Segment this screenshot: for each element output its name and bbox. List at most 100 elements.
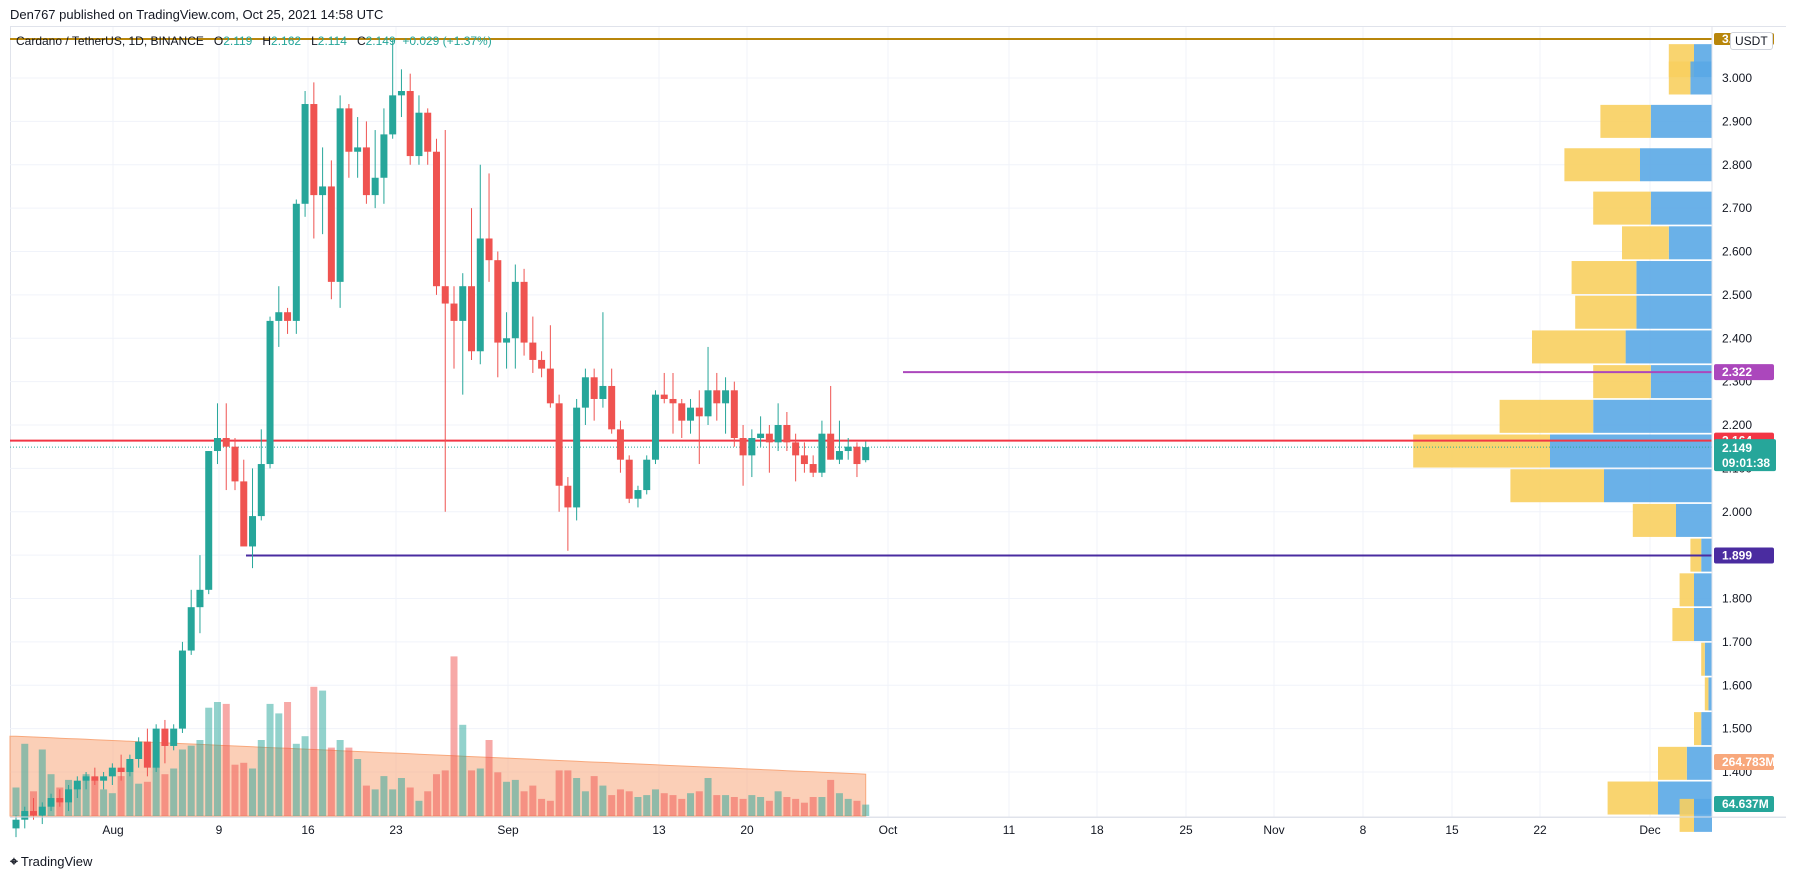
- candle-body[interactable]: [757, 433, 765, 439]
- candle-body[interactable]: [415, 112, 423, 157]
- candle-body[interactable]: [564, 485, 572, 508]
- candle-body[interactable]: [529, 342, 537, 360]
- candle-body[interactable]: [82, 776, 90, 781]
- candle-body[interactable]: [748, 438, 756, 456]
- price-axis[interactable]: [1712, 27, 1786, 817]
- candle-body[interactable]: [126, 758, 134, 772]
- candle-body[interactable]: [634, 490, 642, 499]
- candle-body[interactable]: [581, 377, 589, 408]
- candle-body[interactable]: [178, 650, 186, 729]
- candle-body[interactable]: [327, 186, 335, 282]
- candle-body[interactable]: [713, 390, 721, 404]
- candle-body[interactable]: [538, 359, 546, 369]
- candle-body[interactable]: [21, 811, 29, 820]
- candle-body[interactable]: [862, 447, 870, 461]
- candle-body[interactable]: [354, 147, 362, 152]
- candle-body[interactable]: [809, 464, 817, 473]
- candle-body[interactable]: [800, 455, 808, 465]
- candle-body[interactable]: [730, 390, 738, 439]
- candle-body[interactable]: [170, 728, 178, 746]
- candle-body[interactable]: [161, 728, 169, 746]
- candle-body[interactable]: [835, 451, 843, 460]
- candle-body[interactable]: [397, 91, 405, 96]
- footer-brand[interactable]: ⌖ TradingView: [10, 853, 92, 870]
- candle-body[interactable]: [257, 464, 265, 517]
- candle-body[interactable]: [135, 741, 143, 759]
- candle-body[interactable]: [319, 186, 327, 196]
- candle-body[interactable]: [468, 286, 476, 352]
- candle-body[interactable]: [301, 104, 309, 204]
- candle-body[interactable]: [152, 728, 160, 768]
- candle-body[interactable]: [616, 429, 624, 460]
- candle-body[interactable]: [187, 607, 195, 651]
- candle-body[interactable]: [143, 741, 151, 768]
- candle-body[interactable]: [310, 104, 318, 196]
- candle-body[interactable]: [669, 398, 677, 404]
- candle-body[interactable]: [196, 589, 204, 608]
- candle-body[interactable]: [205, 451, 213, 590]
- candle-body[interactable]: [503, 338, 511, 343]
- candle-body[interactable]: [643, 459, 651, 491]
- candle-body[interactable]: [371, 177, 379, 196]
- candle-body[interactable]: [599, 385, 607, 399]
- candle-body[interactable]: [765, 433, 773, 443]
- candle-body[interactable]: [844, 446, 852, 452]
- candle-body[interactable]: [406, 91, 414, 157]
- candle-body[interactable]: [266, 320, 274, 465]
- candle-body[interactable]: [117, 767, 125, 772]
- currency-badge[interactable]: USDT: [1730, 32, 1773, 50]
- candle-body[interactable]: [739, 438, 747, 456]
- candle-body[interactable]: [818, 433, 826, 473]
- candle-body[interactable]: [336, 108, 344, 282]
- candle-body[interactable]: [432, 151, 440, 287]
- candle-body[interactable]: [476, 238, 484, 352]
- candle-body[interactable]: [494, 260, 502, 343]
- candle-body[interactable]: [231, 446, 239, 482]
- candle-body[interactable]: [362, 147, 370, 196]
- candle-body[interactable]: [511, 281, 519, 339]
- candle-body[interactable]: [704, 390, 712, 417]
- candle-body[interactable]: [485, 238, 493, 261]
- candle-body[interactable]: [608, 385, 616, 430]
- candle-body[interactable]: [783, 425, 791, 443]
- candle-body[interactable]: [380, 134, 388, 178]
- candle-body[interactable]: [687, 407, 695, 421]
- candle-body[interactable]: [12, 819, 20, 829]
- candle-body[interactable]: [292, 203, 300, 321]
- candle-body[interactable]: [108, 767, 116, 777]
- candle-body[interactable]: [555, 403, 563, 486]
- candle-body[interactable]: [459, 286, 467, 321]
- candle-body[interactable]: [65, 789, 73, 803]
- candle-body[interactable]: [651, 394, 659, 460]
- candle-body[interactable]: [240, 481, 248, 547]
- candle-body[interactable]: [249, 516, 257, 547]
- candle-body[interactable]: [827, 433, 835, 460]
- candle-body[interactable]: [853, 446, 861, 465]
- candle-body[interactable]: [573, 407, 581, 508]
- candle-body[interactable]: [73, 780, 81, 790]
- candle-body[interactable]: [275, 312, 283, 321]
- candle-body[interactable]: [56, 798, 64, 803]
- candle-body[interactable]: [441, 286, 449, 304]
- candle-body[interactable]: [424, 112, 432, 152]
- candle-body[interactable]: [625, 459, 633, 499]
- candle-body[interactable]: [695, 407, 703, 417]
- candle-body[interactable]: [345, 108, 353, 152]
- candle-body[interactable]: [213, 438, 221, 452]
- candle-body[interactable]: [722, 390, 730, 404]
- candle-body[interactable]: [38, 806, 46, 816]
- candle-body[interactable]: [792, 442, 800, 456]
- candle-body[interactable]: [450, 303, 458, 321]
- candle-body[interactable]: [222, 438, 230, 447]
- candle-body[interactable]: [284, 312, 292, 321]
- candle-body[interactable]: [546, 368, 554, 404]
- candle-body[interactable]: [774, 425, 782, 443]
- candle-body[interactable]: [520, 281, 528, 343]
- candle-body[interactable]: [389, 95, 397, 135]
- candle-body[interactable]: [91, 776, 99, 781]
- candle-body[interactable]: [47, 798, 55, 807]
- candle-body[interactable]: [100, 776, 108, 781]
- candle-body[interactable]: [590, 377, 598, 399]
- candle-body[interactable]: [660, 394, 668, 399]
